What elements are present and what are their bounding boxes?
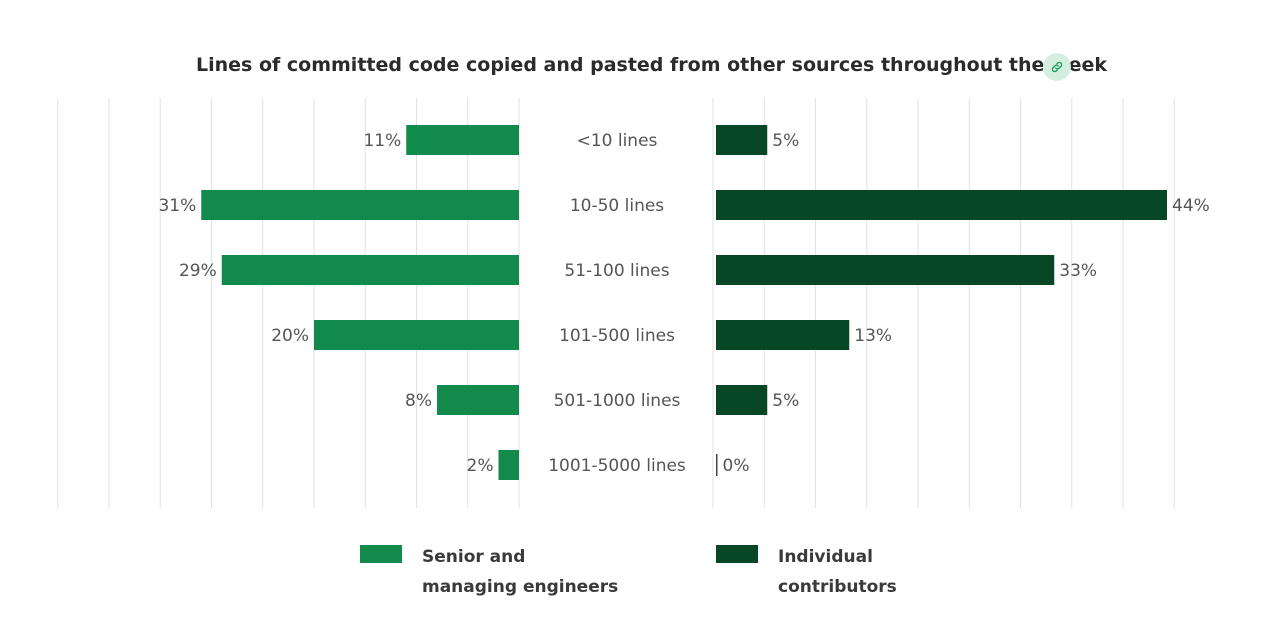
bar-individual [716,125,768,155]
legend-label-senior: Senior and managing engineers [422,547,619,597]
category-label: 501-1000 lines [554,391,681,411]
link-button[interactable] [1043,53,1071,81]
bar-label-senior: 31% [158,196,196,216]
chart-title: Lines of committed code copied and paste… [196,54,1108,76]
bar-label-individual: 44% [1172,196,1210,216]
bar-label-senior: 11% [363,131,401,151]
category-label: <10 lines [577,131,658,151]
category-label: 1001-5000 lines [548,456,686,476]
legend-swatch-senior [360,545,402,563]
bar-label-senior: 29% [179,261,217,281]
bar-senior [221,255,519,285]
bar-senior [406,125,519,155]
bar-label-individual: 5% [772,391,799,411]
bar-individual [716,320,850,350]
legend-swatch-individual [716,545,758,563]
category-label: 51-100 lines [564,261,669,281]
bar-senior [314,320,519,350]
bar-individual [716,190,1167,220]
legend-item-senior: Senior and managing engineers [360,542,622,602]
link-icon [1051,61,1063,73]
bar-label-individual: 5% [772,131,799,151]
category-label: 10-50 lines [570,196,664,216]
bar-senior [201,190,519,220]
bar-label-senior: 8% [405,391,432,411]
bar-individual [716,385,768,415]
category-label: 101-500 lines [559,326,675,346]
bar-label-senior: 20% [271,326,309,346]
legend-label-individual: Individual contributors [778,547,897,597]
bar-individual [716,454,718,476]
bar-label-individual: 33% [1059,261,1097,281]
bar-senior [498,450,519,480]
bar-senior [437,385,519,415]
bar-label-individual: 0% [723,456,750,476]
diverging-bar-chart: 11% 5% <10 lines 31% 44% 10-50 lines 29% 33% 51-… [57,98,1210,508]
bar-label-individual: 13% [854,326,892,346]
bar-label-senior: 2% [467,456,494,476]
bar-individual [716,255,1055,285]
legend-item-individual: Individual contributors [716,542,918,602]
